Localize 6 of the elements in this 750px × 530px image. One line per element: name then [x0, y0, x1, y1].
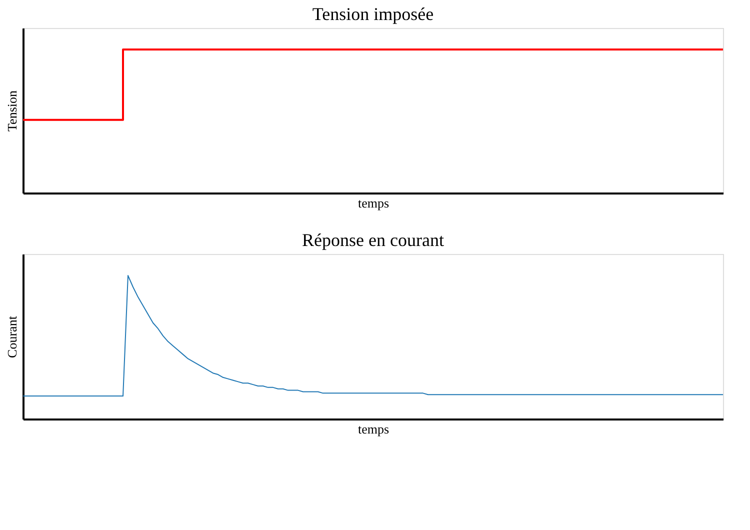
chart-title: Tension imposée — [312, 4, 434, 24]
chart-title: Réponse en courant — [302, 230, 444, 250]
y-axis-title: Courant — [4, 316, 20, 358]
y-axis-title: Tension — [4, 90, 20, 132]
x-axis-title: temps — [358, 196, 390, 210]
x-axis-title: temps — [358, 422, 390, 436]
